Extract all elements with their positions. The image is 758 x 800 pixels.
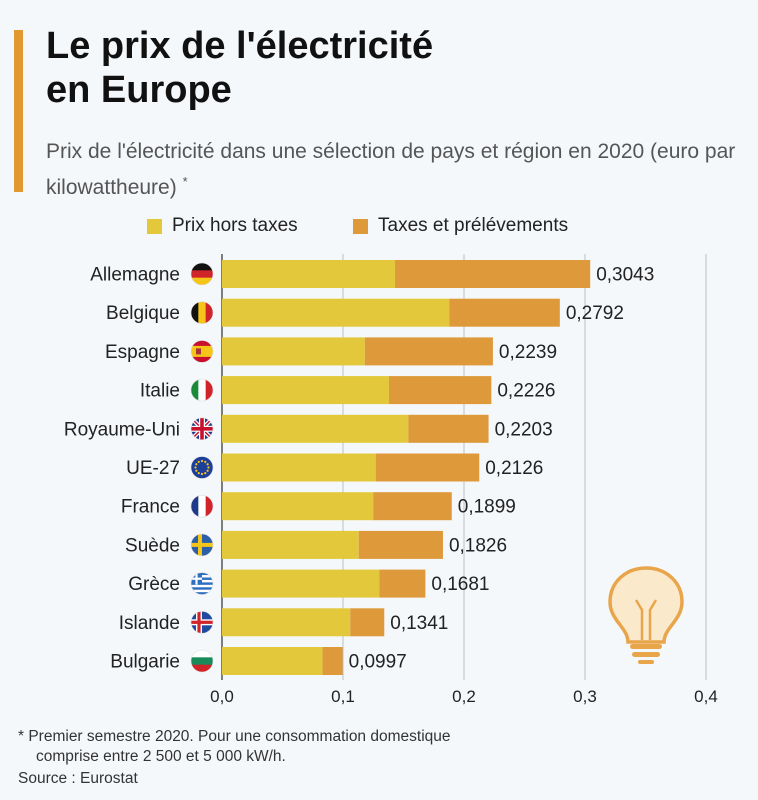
- legend: Prix hors taxes Taxes et prélévements: [0, 215, 758, 245]
- bar-base: [222, 337, 365, 366]
- data-label: 0,1681: [431, 574, 489, 595]
- bar-taxes: [395, 260, 591, 288]
- bar-taxes: [373, 492, 452, 521]
- subtitle: Prix de l'électricité dans une sélection…: [46, 137, 746, 203]
- legend-item-base: Prix hors taxes: [147, 215, 298, 237]
- bar-base: [222, 492, 374, 521]
- flag-iceland-icon: [190, 610, 214, 634]
- data-label: 0,0997: [349, 652, 407, 673]
- table-row: Italie 0,2226: [140, 376, 555, 405]
- bar-chart: 0,0 0,1 0,2 0,3 0,4 Allemagne 0,3043 Belgique 0,…: [64, 254, 718, 706]
- bar-taxes: [375, 453, 480, 482]
- flag-spain-icon: [190, 340, 214, 363]
- data-label: 0,2239: [499, 342, 557, 363]
- bar-taxes: [364, 337, 493, 366]
- subtitle-text: Prix de l'électricité dans une sélection…: [46, 140, 736, 199]
- footnote: * Premier semestre 2020. Pour une consom…: [18, 727, 738, 767]
- bar-taxes: [322, 647, 343, 675]
- table-row: Belgique 0,2792: [106, 298, 624, 327]
- table-row: Espagne 0,2239: [105, 337, 557, 366]
- lightbulb-icon: [608, 566, 684, 664]
- source: Source : Eurostat: [18, 770, 138, 787]
- bar-taxes: [379, 569, 426, 598]
- data-label: 0,1899: [458, 497, 516, 518]
- legend-swatch-taxes: [353, 218, 368, 234]
- bar-base: [222, 414, 409, 443]
- table-row: France 0,1899: [121, 492, 516, 521]
- category-label: Espagne: [105, 342, 180, 363]
- table-row: Grèce 0,1681: [128, 569, 490, 598]
- bar-base: [222, 298, 450, 327]
- category-label: Belgique: [106, 303, 180, 324]
- bar-base: [222, 569, 380, 598]
- footnote-line-1: * Premier semestre 2020. Pour une consom…: [18, 728, 451, 745]
- x-tick-label: 0,2: [452, 687, 476, 706]
- category-label: UE-27: [126, 458, 180, 479]
- x-tick-label: 0,0: [210, 687, 234, 706]
- x-tick-label: 0,3: [573, 687, 597, 706]
- legend-item-taxes: Taxes et prélévements: [353, 215, 568, 237]
- table-row: Allemagne 0,3043: [90, 260, 654, 288]
- category-label: France: [121, 497, 180, 518]
- category-label: Italie: [140, 381, 180, 402]
- flag-uk-icon: [190, 417, 214, 441]
- table-row: Suède 0,1826: [125, 530, 507, 559]
- category-label: Islande: [119, 613, 180, 634]
- data-label: 0,2126: [485, 458, 543, 479]
- table-row: UE-27 0,2126: [126, 453, 543, 482]
- category-label: Bulgarie: [110, 652, 180, 673]
- title-line-2: en Europe: [46, 69, 232, 111]
- table-row: Islande 0,1341: [119, 608, 448, 637]
- bar-taxes: [350, 608, 385, 637]
- legend-label-base: Prix hors taxes: [172, 215, 298, 236]
- data-label: 0,1826: [449, 535, 507, 556]
- table-row: Bulgarie 0,0997: [110, 647, 407, 675]
- title-line-1: Le prix de l'électricité: [46, 25, 434, 67]
- bar-base: [222, 647, 323, 675]
- bar-base: [222, 530, 359, 559]
- data-label: 0,2203: [495, 419, 553, 440]
- subtitle-footnote-mark: *: [182, 174, 188, 189]
- legend-label-taxes: Taxes et prélévements: [378, 215, 569, 236]
- bar-base: [222, 376, 389, 405]
- data-label: 0,2226: [497, 381, 555, 402]
- bar-base: [222, 453, 376, 482]
- bar-base: [222, 260, 396, 288]
- flag-italy-icon: [190, 378, 214, 402]
- flag-sweden-icon: [190, 533, 214, 557]
- category-label: Suède: [125, 535, 180, 556]
- bar-base: [222, 608, 351, 637]
- flag-greece-icon: [190, 572, 214, 595]
- data-label: 0,3043: [596, 265, 654, 286]
- table-row: Royaume-Uni 0,2203: [64, 414, 553, 443]
- x-tick-label: 0,4: [694, 687, 718, 706]
- flag-germany-icon: [190, 262, 214, 286]
- category-label: Royaume-Uni: [64, 419, 180, 440]
- bar-taxes: [408, 414, 489, 443]
- footnote-line-2: comprise entre 2 500 et 5 000 kW/h.: [36, 748, 286, 765]
- category-label: Allemagne: [90, 265, 180, 286]
- flag-france-icon: [190, 494, 214, 518]
- category-label: Grèce: [128, 574, 180, 595]
- data-label: 0,1341: [390, 613, 448, 634]
- flag-eu-icon: [190, 456, 214, 479]
- data-label: 0,2792: [566, 303, 624, 324]
- flag-bulgaria-icon: [190, 649, 214, 673]
- bar-taxes: [358, 530, 443, 559]
- accent-bar: [14, 30, 23, 192]
- flag-belgium-icon: [190, 301, 214, 325]
- bar-taxes: [449, 298, 560, 327]
- legend-swatch-base: [147, 218, 162, 234]
- bar-taxes: [388, 376, 492, 405]
- page-title: Le prix de l'électricité en Europe: [46, 24, 736, 112]
- x-tick-label: 0,1: [331, 687, 355, 706]
